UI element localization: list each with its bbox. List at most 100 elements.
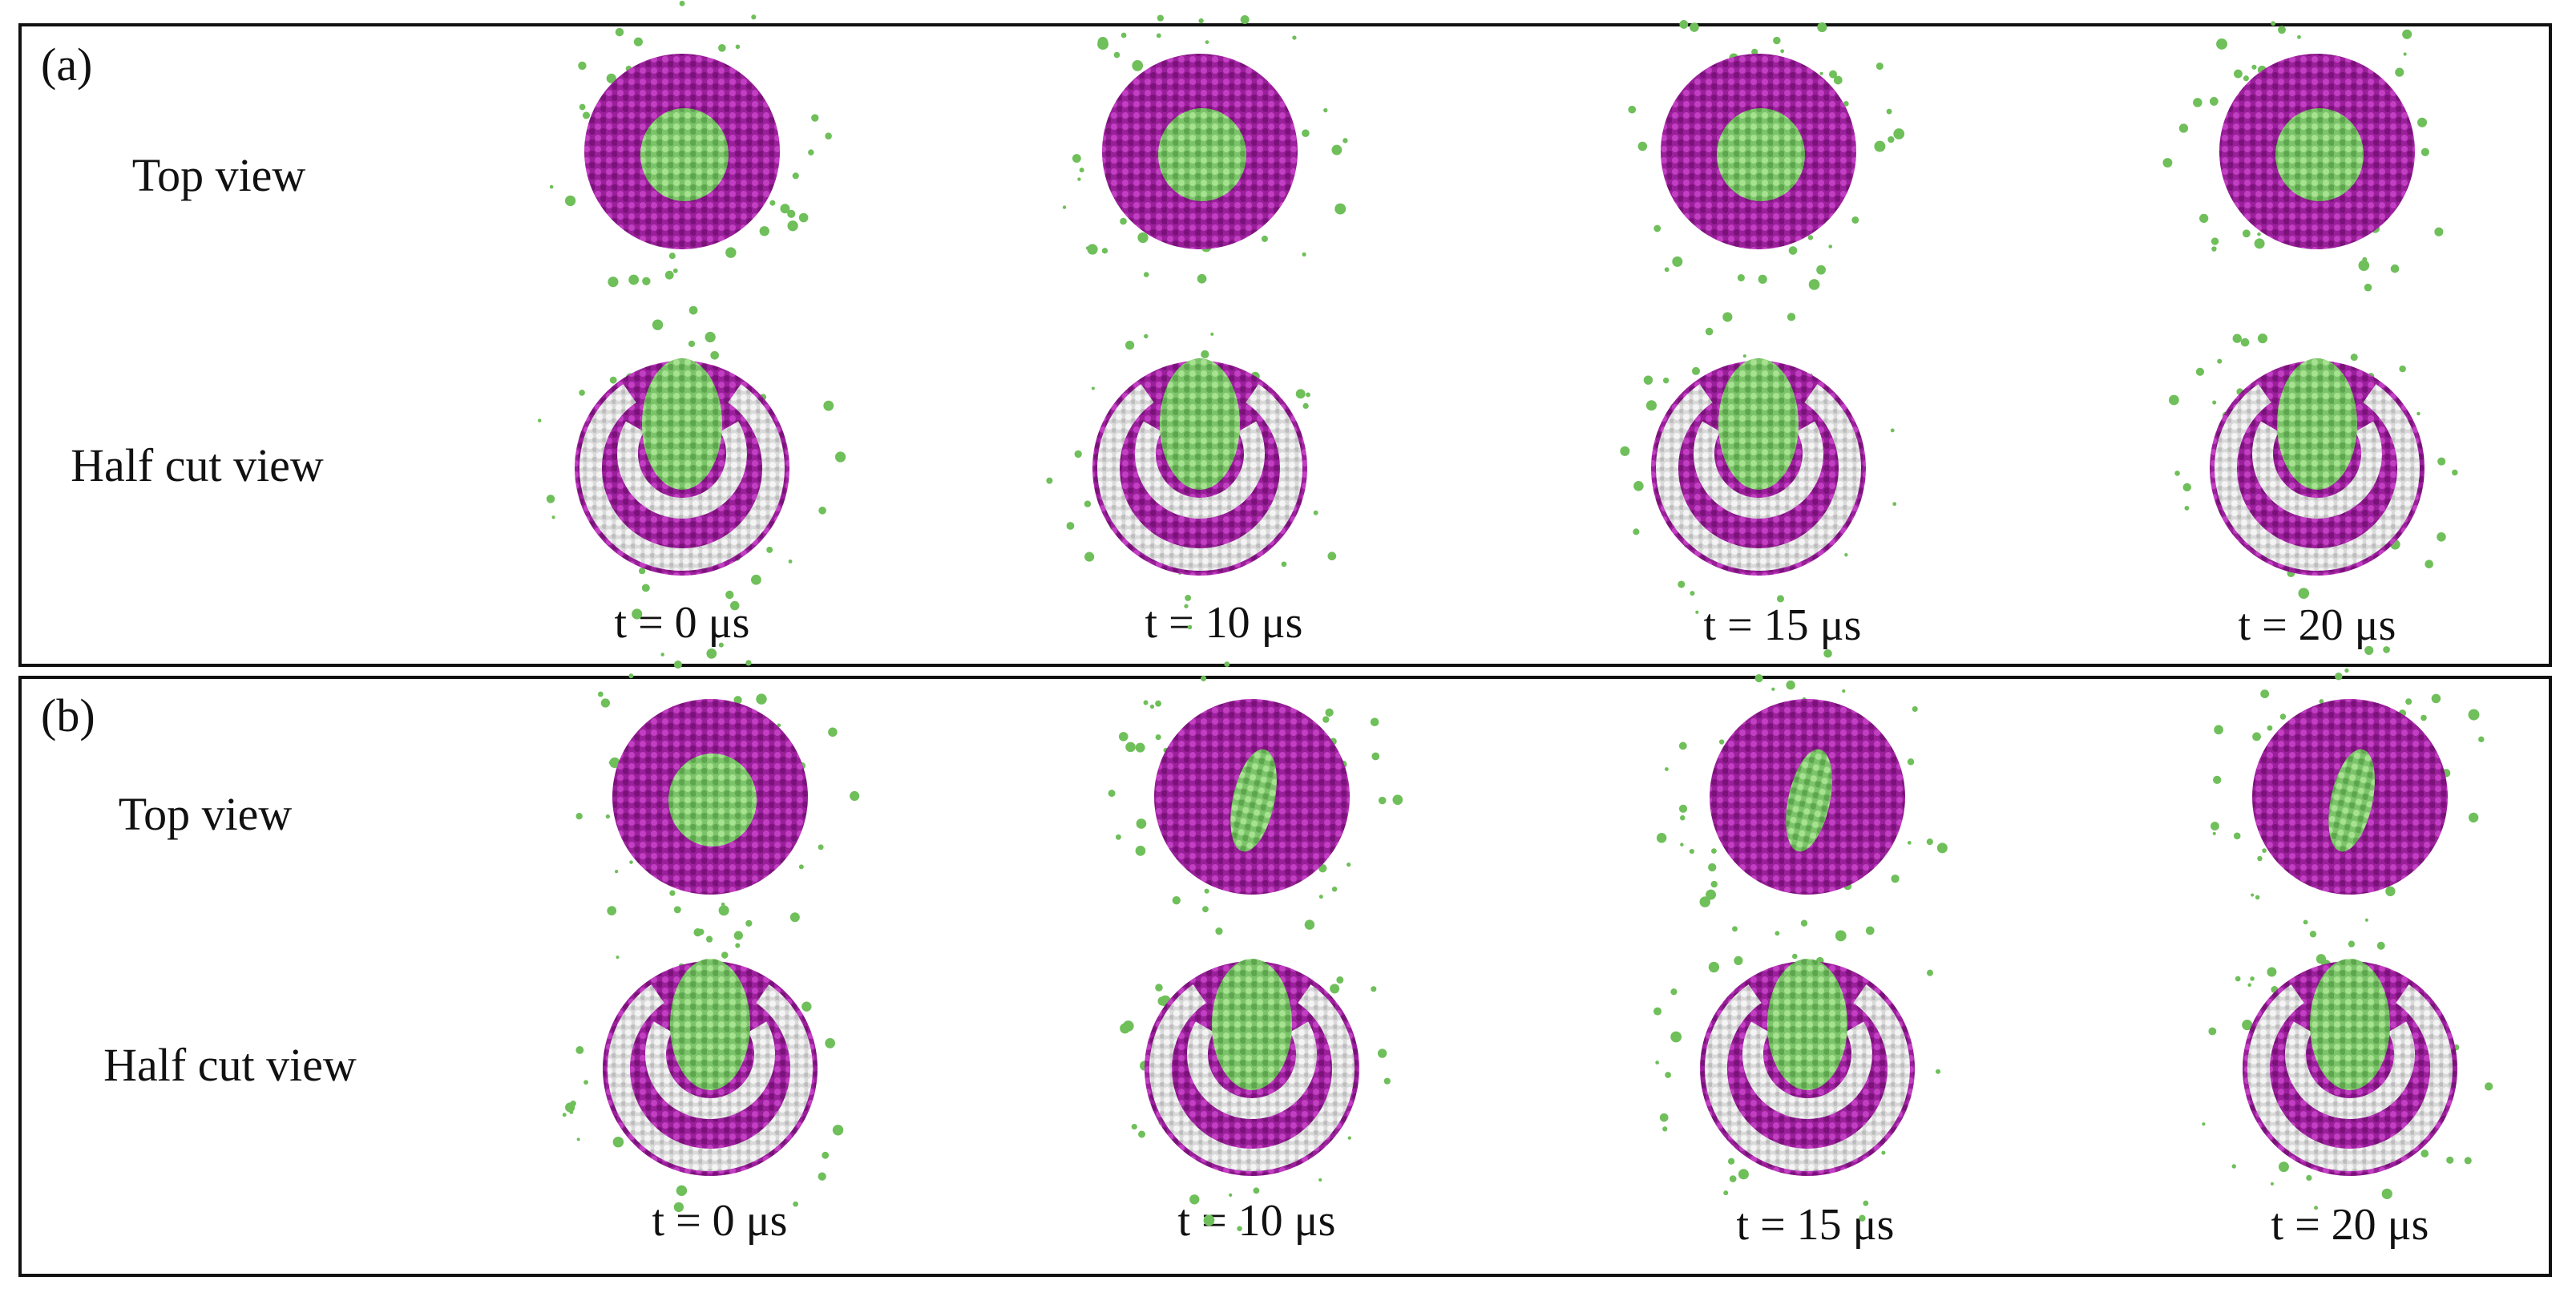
particle	[718, 44, 726, 52]
particle	[1327, 552, 1337, 561]
particle	[2348, 940, 2356, 947]
particle	[1708, 961, 1720, 973]
particle	[801, 1001, 812, 1012]
particle	[2425, 560, 2434, 569]
particle	[798, 212, 809, 223]
particle	[1143, 272, 1149, 277]
particle	[745, 919, 753, 927]
core	[2277, 358, 2357, 490]
particle	[2178, 123, 2189, 133]
particle	[1808, 279, 1820, 290]
particle	[1718, 739, 1725, 745]
particle	[1079, 168, 1084, 173]
particle	[1115, 834, 1121, 840]
particle	[1323, 107, 1328, 113]
particle	[1680, 815, 1686, 821]
particle	[1302, 402, 1309, 410]
half-cut-snapshot	[2202, 919, 2493, 1210]
particle	[1773, 36, 1781, 45]
bilayer	[617, 421, 747, 519]
particle	[1888, 135, 1895, 143]
particle	[1664, 767, 1669, 771]
particle	[1672, 256, 1683, 267]
core	[1767, 959, 1847, 1090]
particle	[2279, 713, 2287, 720]
particle	[1788, 246, 1798, 255]
particle	[2251, 64, 2257, 70]
particle	[1828, 70, 1838, 79]
half-cut-snapshot	[537, 305, 846, 620]
particle	[2271, 21, 2275, 26]
particle	[2212, 400, 2217, 405]
particle	[1637, 141, 1648, 152]
particle	[628, 673, 634, 679]
particle	[1890, 428, 1895, 433]
particle	[1322, 716, 1330, 723]
particle	[660, 653, 664, 657]
particle	[676, 1185, 688, 1197]
half-cut-snapshot	[1046, 332, 1337, 630]
half-cut-snapshot	[2168, 333, 2458, 599]
particle	[2364, 645, 2374, 656]
particle	[562, 1113, 567, 1117]
particle	[1087, 244, 1098, 255]
particle	[1370, 717, 1379, 727]
particle	[828, 727, 838, 737]
particle	[597, 691, 604, 697]
particle	[793, 1201, 798, 1207]
particle	[808, 149, 814, 156]
particle	[1653, 1007, 1662, 1016]
particle	[1751, 48, 1758, 55]
particle	[1201, 675, 1207, 681]
core	[668, 754, 757, 846]
bilayer	[1097, 384, 1302, 571]
particle	[628, 274, 640, 285]
particle	[1823, 649, 1832, 658]
particle	[792, 172, 799, 180]
particle	[1645, 400, 1657, 411]
particle	[2437, 457, 2446, 466]
particle	[546, 495, 555, 503]
particle	[818, 507, 826, 515]
particle	[612, 1136, 624, 1148]
particle	[718, 642, 724, 648]
particle	[1844, 553, 1848, 557]
bilayer	[1742, 1021, 1872, 1119]
particle	[1907, 841, 1912, 845]
particle	[616, 956, 620, 960]
particle	[1149, 704, 1155, 709]
particle	[2247, 983, 2251, 988]
bilayer	[1705, 984, 1910, 1171]
particle	[1318, 1178, 1322, 1182]
particle	[1665, 1072, 1672, 1078]
particle	[1678, 741, 1687, 750]
particle	[733, 931, 743, 940]
particle	[2350, 354, 2358, 362]
particle	[1156, 33, 1161, 38]
particle	[751, 574, 761, 585]
particle	[1281, 561, 1287, 568]
particle	[1261, 235, 1268, 242]
particle	[2306, 1174, 2312, 1182]
particle	[668, 253, 676, 260]
particle	[1155, 984, 1163, 992]
particle	[565, 1102, 575, 1113]
particle	[1643, 375, 1653, 385]
particle	[825, 132, 832, 139]
particle	[1886, 108, 1892, 115]
core	[1718, 358, 1799, 490]
particle	[2464, 1157, 2472, 1165]
particle	[2252, 732, 2261, 741]
particle	[1347, 862, 1351, 867]
particle	[1330, 984, 1340, 994]
particle	[811, 114, 819, 122]
panel-label: (a)	[41, 38, 92, 91]
particle	[1155, 700, 1162, 707]
time-label: t = 15 μs	[1737, 1200, 1895, 1250]
core	[2328, 749, 2375, 852]
particle	[633, 37, 643, 46]
half-cut-snapshot	[1120, 919, 1391, 1231]
particle	[2399, 365, 2406, 373]
particle	[537, 418, 542, 422]
